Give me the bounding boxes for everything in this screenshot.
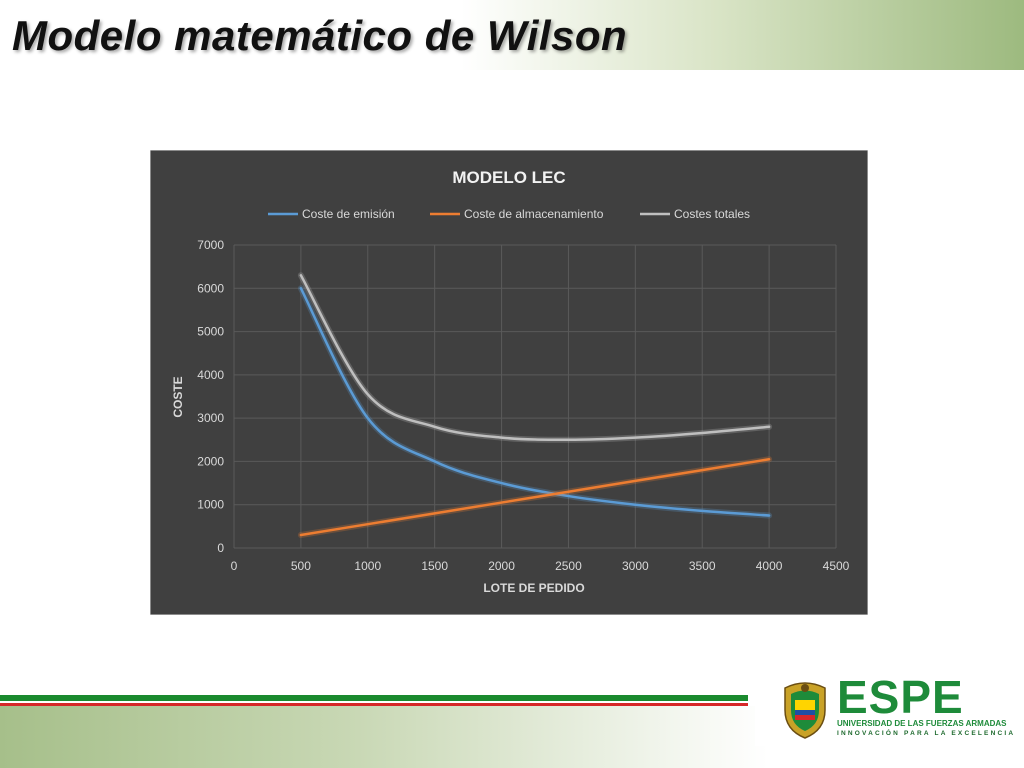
x-axis-ticks: 0 500 1000 1500 2000 2500 3000 3500 4000 4500: [231, 559, 850, 573]
y-tick-label: 0: [217, 541, 224, 555]
x-tick-label: 3500: [689, 559, 716, 573]
x-axis-label: LOTE DE PEDIDO: [483, 581, 584, 595]
series-line-2: [299, 274, 771, 442]
legend-label-0: Coste de emisión: [302, 207, 395, 221]
y-axis-ticks: 0 1000 2000 3000 4000 5000 6000 7000: [197, 238, 224, 555]
line-chart: MODELO LEC Coste de emisión Coste de alma…: [150, 150, 868, 615]
espe-logo: ESPE UNIVERSIDAD DE LAS FUERZAS ARMADAS …: [755, 670, 1024, 746]
legend-label-1: Coste de almacenamiento: [464, 207, 604, 221]
chart-title: MODELO LEC: [452, 168, 565, 187]
logo-motto: INNOVACIÓN PARA LA EXCELENCIA: [837, 730, 1016, 737]
x-tick-label: 2500: [555, 559, 582, 573]
footer-stripe-green: [0, 695, 748, 701]
chart-background: [150, 150, 868, 615]
legend-label-2: Costes totales: [674, 207, 750, 221]
x-tick-label: 500: [291, 559, 311, 573]
chart-container: MODELO LEC Coste de emisión Coste de alma…: [150, 150, 868, 615]
y-axis-label: COSTE: [171, 376, 185, 417]
chart-series: [297, 272, 773, 539]
x-tick-label: 0: [231, 559, 238, 573]
x-tick-label: 2000: [488, 559, 515, 573]
y-tick-label: 7000: [197, 238, 224, 252]
x-tick-label: 1500: [421, 559, 448, 573]
series-line-1: [299, 458, 771, 537]
x-tick-label: 1000: [354, 559, 381, 573]
university-crest-icon: [784, 682, 826, 739]
x-tick-label: 4000: [756, 559, 783, 573]
y-tick-label: 1000: [197, 498, 224, 512]
x-tick-label: 4500: [823, 559, 850, 573]
slide-title: Modelo matemático de Wilson: [12, 12, 628, 59]
title-band: [0, 0, 1024, 70]
logo-university-name: UNIVERSIDAD DE LAS FUERZAS ARMADAS: [837, 719, 1007, 728]
x-tick-label: 3000: [622, 559, 649, 573]
y-tick-label: 2000: [197, 454, 224, 468]
series-line-0: [299, 287, 771, 517]
y-tick-label: 6000: [197, 281, 224, 295]
y-tick-label: 5000: [197, 325, 224, 339]
chart-grid: [233, 244, 837, 549]
y-tick-label: 3000: [197, 411, 224, 425]
y-tick-label: 4000: [197, 368, 224, 382]
footer-stripe-white: [0, 701, 748, 703]
chart-legend: Coste de emisión Coste de almacenamiento C…: [268, 207, 750, 221]
logo-name: ESPE: [837, 671, 964, 723]
